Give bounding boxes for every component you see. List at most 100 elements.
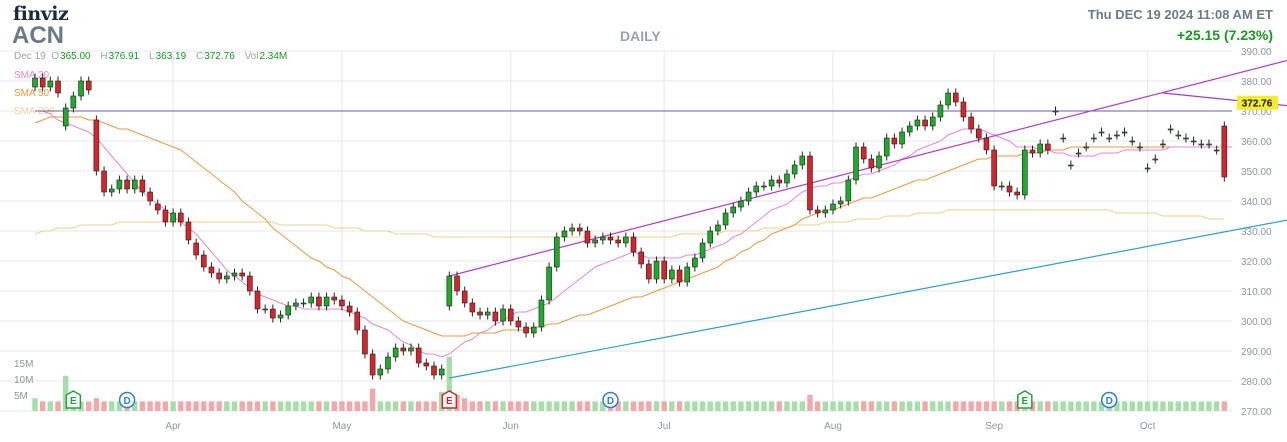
volume-bar bbox=[1037, 401, 1043, 411]
candle-body bbox=[1014, 191, 1020, 196]
candle-body bbox=[791, 164, 798, 175]
volume-bar bbox=[730, 401, 736, 411]
volume-bar bbox=[354, 401, 360, 411]
volume-bar bbox=[1213, 401, 1220, 411]
volume-bar bbox=[830, 401, 836, 411]
volume-bar bbox=[531, 401, 537, 411]
candle-body bbox=[945, 92, 951, 106]
volume-bar bbox=[761, 401, 767, 411]
candle-body bbox=[362, 329, 368, 355]
volume-bar bbox=[116, 401, 123, 411]
volume-bar bbox=[1160, 401, 1166, 411]
volume-bar bbox=[415, 401, 422, 411]
candle-body bbox=[438, 368, 445, 376]
volume-bar bbox=[47, 401, 54, 411]
volume-bar bbox=[999, 401, 1005, 411]
candle-body bbox=[999, 185, 1005, 188]
volume-bar bbox=[1045, 401, 1051, 411]
candle-body bbox=[78, 80, 84, 97]
candle-body bbox=[1198, 143, 1205, 146]
candle-body bbox=[1160, 143, 1166, 146]
candle-body bbox=[385, 356, 391, 370]
volume-bar bbox=[201, 401, 207, 411]
volume-bar bbox=[661, 401, 667, 411]
volume-bar bbox=[346, 401, 353, 411]
ohlc-open: 365.00 bbox=[60, 51, 91, 62]
last-price-tag bbox=[1237, 95, 1278, 110]
candle-body bbox=[377, 368, 384, 376]
sma200-line bbox=[34, 209, 1225, 238]
finviz-logo[interactable]: finviz bbox=[13, 3, 69, 25]
volume-bar bbox=[776, 401, 782, 411]
candle-body bbox=[1144, 167, 1151, 170]
volume-tick-label: 10M bbox=[14, 375, 33, 386]
volume-bar bbox=[615, 401, 621, 411]
volume-bar bbox=[392, 401, 399, 411]
candle-body bbox=[461, 290, 468, 304]
volume-bar bbox=[561, 401, 568, 411]
ohlc-volume-key: Vol bbox=[244, 51, 259, 62]
candle-body bbox=[669, 269, 675, 280]
x-tick-label: Apr bbox=[165, 421, 181, 432]
volume-bar bbox=[745, 401, 752, 411]
candle-body bbox=[830, 203, 836, 211]
volume-bar bbox=[600, 401, 606, 411]
volume-bar bbox=[876, 401, 882, 411]
candle-body bbox=[553, 236, 560, 268]
volume-bar bbox=[1091, 401, 1097, 411]
volume-bar bbox=[254, 401, 261, 411]
candle-body bbox=[960, 101, 967, 118]
x-tick-label: Jun bbox=[503, 421, 519, 432]
volume-bar bbox=[937, 401, 944, 411]
candle-body bbox=[784, 173, 790, 184]
candle-body bbox=[231, 272, 238, 277]
volume-bar bbox=[224, 401, 230, 411]
volume-bar bbox=[147, 401, 153, 411]
candle-body bbox=[684, 266, 691, 283]
candle-body bbox=[431, 365, 437, 376]
candle-body bbox=[707, 230, 714, 244]
candle-body bbox=[201, 254, 207, 268]
volume-bar bbox=[891, 401, 898, 411]
volume-bar bbox=[584, 401, 591, 411]
candle-body bbox=[208, 266, 215, 274]
candle-body bbox=[1175, 134, 1182, 137]
candle-body bbox=[638, 251, 644, 265]
ohlc-high: 376.91 bbox=[108, 51, 140, 62]
volume-bar bbox=[86, 401, 92, 411]
candle-body bbox=[715, 224, 721, 232]
volume-bar bbox=[707, 401, 713, 411]
candle-body bbox=[607, 236, 614, 241]
candle-body bbox=[1114, 134, 1120, 137]
volume-bar bbox=[1190, 401, 1197, 411]
volume-bar bbox=[554, 401, 560, 411]
y-tick-label: 330.00 bbox=[1241, 227, 1272, 238]
volume-bar bbox=[408, 401, 414, 411]
candle-body bbox=[492, 311, 499, 322]
candle-body bbox=[1091, 137, 1097, 140]
volume-bar bbox=[983, 401, 990, 411]
y-tick-label: 340.00 bbox=[1241, 197, 1272, 208]
volume-bar bbox=[899, 401, 905, 411]
candle-body bbox=[354, 311, 361, 331]
volume-bar bbox=[1075, 401, 1082, 411]
volume-bar bbox=[293, 401, 299, 411]
candle-body bbox=[469, 302, 476, 313]
volume-bar bbox=[753, 401, 759, 411]
candle-body bbox=[937, 104, 944, 118]
volume-bar bbox=[546, 401, 552, 411]
candle-body bbox=[661, 260, 667, 280]
candle-body bbox=[745, 191, 752, 202]
y-tick-label: 390.00 bbox=[1241, 47, 1272, 58]
candle-body bbox=[1129, 140, 1136, 143]
upper-channel-trendline bbox=[449, 59, 1287, 277]
volume-bar bbox=[1198, 401, 1204, 411]
candle-body bbox=[293, 302, 299, 307]
ohlc-low: 363.19 bbox=[155, 51, 187, 62]
candle-body bbox=[983, 137, 990, 151]
event-marker-label: D bbox=[607, 396, 614, 407]
candle-body bbox=[1075, 152, 1082, 155]
volume-bar bbox=[569, 401, 575, 411]
volume-bar bbox=[1152, 401, 1158, 411]
